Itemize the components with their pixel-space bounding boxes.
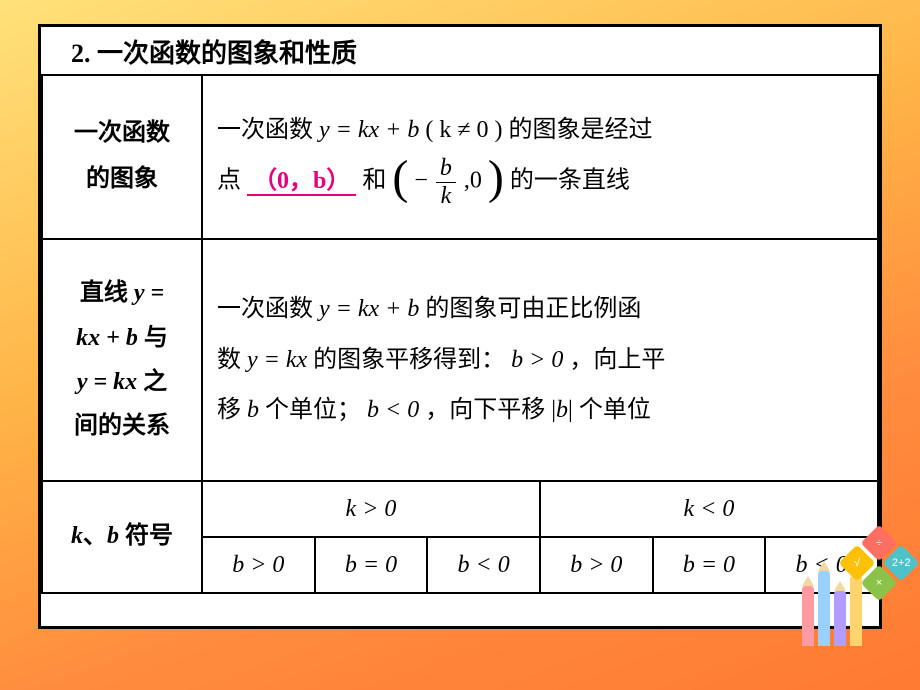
table-row: 直线 y = kx + b 与 y = kx 之 间的关系 一次函数 y = k…	[42, 239, 878, 481]
cell-b: b = 0	[315, 537, 428, 593]
cell-k-pos: k > 0	[202, 481, 540, 537]
fraction: b k	[436, 155, 456, 209]
fraction-num: b	[436, 155, 456, 182]
eq: y = kx + b	[319, 296, 419, 322]
eq: y = kx	[247, 347, 307, 373]
rowhead-line: 的图象	[47, 157, 197, 203]
pencil-icon	[834, 591, 846, 646]
row-head-graph: 一次函数 的图象	[42, 75, 202, 239]
text: 、	[83, 523, 107, 549]
row-content-graph: 一次函数 y = kx + b ( k ≠ 0 ) 的图象是经过 点 （0，b）…	[202, 75, 878, 239]
text: k	[71, 523, 83, 549]
eq: b	[247, 397, 259, 423]
equation: y = kx + b	[319, 117, 419, 143]
pencil-icon	[818, 571, 830, 646]
pencil-icon	[802, 586, 814, 646]
eq: b > 0	[511, 347, 563, 373]
text: 点	[217, 168, 241, 194]
text: ，向上平	[569, 347, 665, 373]
table-row: 一次函数 的图象 一次函数 y = kx + b ( k ≠ 0 ) 的图象是经…	[42, 75, 878, 239]
eq: kx + b	[76, 325, 138, 351]
eq: y =	[134, 280, 164, 306]
decorative-doodle: ÷2+2×√	[796, 526, 916, 646]
text: 与	[138, 325, 168, 351]
text: 个单位；	[265, 397, 361, 423]
paren-content: − b k ,0	[414, 155, 482, 209]
rowhead-line: kx + b 与	[47, 316, 197, 360]
text: | 个单位	[568, 397, 651, 423]
big-paren-right: )	[488, 151, 504, 204]
text: 数	[217, 347, 247, 373]
text: b	[107, 523, 119, 549]
big-paren-left: (	[392, 151, 408, 204]
section-title: 2. 一次函数的图象和性质	[41, 27, 879, 74]
content-panel: 2. 一次函数的图象和性质 一次函数 的图象 一次函数 y = kx + b (…	[38, 24, 882, 629]
properties-table: 一次函数 的图象 一次函数 y = kx + b ( k ≠ 0 ) 的图象是经…	[41, 74, 879, 594]
text: 直线	[80, 280, 134, 306]
eq: y = kx	[77, 369, 137, 395]
fill-blank: （0，b）	[247, 168, 356, 196]
zero: ,0	[464, 168, 482, 194]
row-head-relation: 直线 y = kx + b 与 y = kx 之 间的关系	[42, 239, 202, 481]
text: 一次函数	[217, 117, 319, 143]
text: 移	[217, 397, 247, 423]
pencil-icon	[850, 576, 862, 646]
cell-b: b < 0	[427, 537, 540, 593]
row-content-relation: 一次函数 y = kx + b 的图象可由正比例函 数 y = kx 的图象平移…	[202, 239, 878, 481]
cell-b: b > 0	[202, 537, 315, 593]
rowhead-line: 一次函数	[47, 111, 197, 157]
text: 的一条直线	[510, 168, 630, 194]
text: 符号	[125, 523, 173, 549]
slide-background: 2. 一次函数的图象和性质 一次函数 的图象 一次函数 y = kx + b (…	[0, 0, 920, 690]
text: 和	[362, 168, 386, 194]
text: 一次函数	[217, 296, 319, 322]
text: 的图象可由正比例函	[425, 296, 641, 322]
eq: b < 0	[367, 397, 419, 423]
rowhead-line: y = kx 之	[47, 360, 197, 404]
text: 的图象是经过	[509, 117, 653, 143]
row-head-sign: k、b 符号	[42, 481, 202, 593]
eq: b	[556, 397, 568, 423]
text: 之	[137, 369, 167, 395]
condition: ( k ≠ 0 )	[425, 117, 502, 143]
fraction-den: k	[436, 183, 456, 209]
cell-b: b > 0	[540, 537, 653, 593]
cell-b: b = 0	[653, 537, 766, 593]
table-row: k、b 符号 k > 0 k < 0	[42, 481, 878, 537]
rowhead-line: 间的关系	[47, 404, 197, 448]
text: ，向下平移 |	[425, 397, 556, 423]
text: 的图象平移得到：	[313, 347, 505, 373]
minus: −	[414, 168, 428, 194]
rowhead-line: 直线 y =	[47, 271, 197, 315]
